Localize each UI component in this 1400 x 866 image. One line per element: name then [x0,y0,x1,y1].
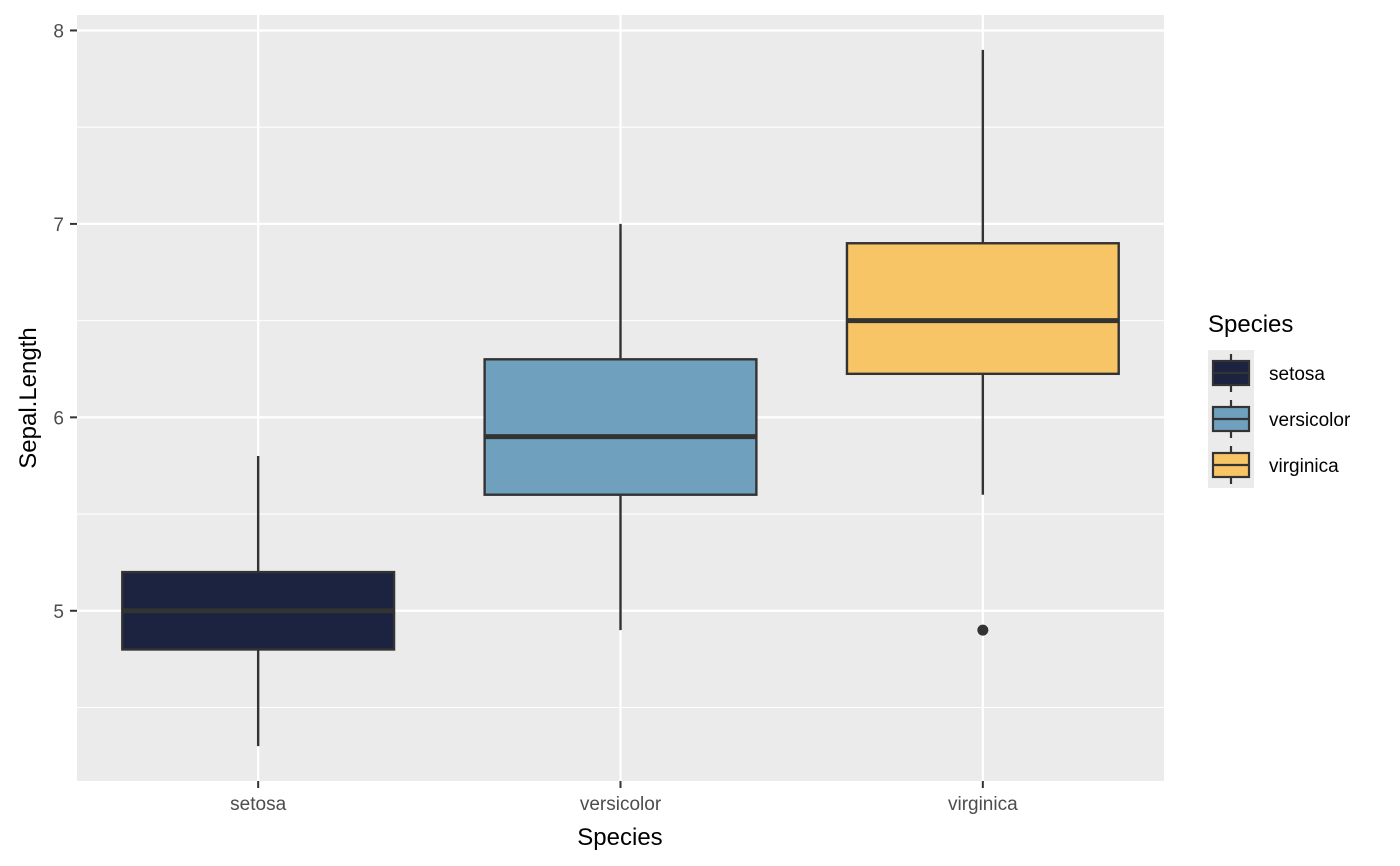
x-axis-title: Species [577,824,662,851]
box-versicolor [483,223,758,631]
y-tick-label: 8 [53,21,64,42]
x-tick-label: versicolor [580,794,662,815]
y-tick-label: 6 [53,408,64,429]
box-body [845,242,1120,376]
legend-item-virginica: virginica [1208,442,1339,488]
box-virginica [845,49,1120,636]
legend: setosa versicolor virginica [1208,350,1351,488]
y-tick-label: 7 [53,215,64,236]
x-tick-label: setosa [230,794,286,815]
legend-label: virginica [1269,456,1339,477]
legend-label: setosa [1269,364,1325,385]
legend-title: Species [1208,311,1293,338]
outlier-point [977,624,989,636]
legend-label: versicolor [1269,410,1351,431]
y-tick-label: 5 [53,602,64,623]
box-layer [121,49,1120,747]
axis-layer: 5 6 7 8 setosa versicolor virginica [53,21,1018,815]
y-axis-title: Sepal.Length [15,327,42,468]
x-tick-label: virginica [948,794,1018,815]
legend-item-setosa: setosa [1208,350,1325,396]
box-body [483,358,758,496]
legend-item-versicolor: versicolor [1208,396,1351,442]
box-setosa [121,456,396,747]
